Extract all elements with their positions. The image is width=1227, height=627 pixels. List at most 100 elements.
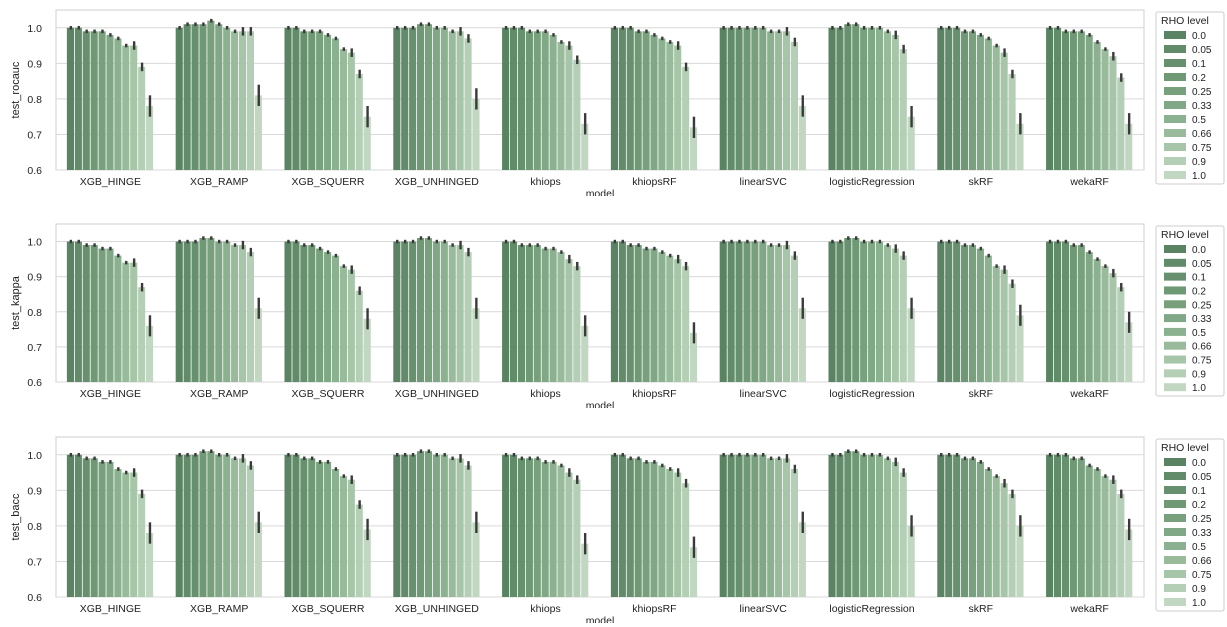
bar-skRF-rho-1.0: [1016, 123, 1024, 170]
bar-XGB_HINGE-rho-0.25: [98, 31, 106, 171]
legend-label-0.33: 0.33: [1192, 314, 1212, 325]
bar-linearSVC-rho-0.66: [775, 245, 783, 382]
bar-skRF-rho-0.5: [984, 255, 992, 382]
bar-logisticRegression-rho-1.0: [907, 116, 915, 170]
bar-linearSVC-rho-0.25: [751, 241, 759, 382]
x-tick-label: XGB_RAMP: [190, 388, 248, 400]
bar-logisticRegression-rho-0.2: [852, 238, 860, 382]
legend-label-1.0: 1.0: [1192, 383, 1206, 394]
bar-XGB_UNHINGED-rho-0.2: [417, 238, 425, 382]
bar-XGB_RAMP-rho-0.1: [191, 24, 199, 170]
bar-XGB_RAMP-rho-0.66: [231, 458, 239, 597]
bar-linearSVC-rho-0.75: [782, 458, 791, 597]
legend-label-0.9: 0.9: [1192, 584, 1206, 595]
bar-khiops-rho-0.25: [533, 245, 541, 382]
bar-logisticRegression-rho-0.9: [899, 255, 907, 382]
x-tick-label: logisticRegression: [829, 603, 914, 615]
y-tick-label: 0.8: [27, 307, 42, 319]
bar-linearSVC-rho-0.66: [775, 458, 783, 597]
bar-XGB_UNHINGED-rho-0.0: [393, 241, 401, 382]
legend-label-0.9: 0.9: [1192, 157, 1206, 168]
bar-XGB_RAMP-rho-0.66: [231, 245, 239, 382]
bar-XGB_RAMP-rho-0.25: [207, 451, 215, 597]
legend-label-0.2: 0.2: [1192, 500, 1206, 511]
legend-swatch-0.1: [1164, 272, 1186, 281]
bar-XGB_UNHINGED-rho-0.9: [464, 252, 472, 382]
bar-XGB_UNHINGED-rho-0.0: [393, 454, 401, 597]
legend-swatch-0.66: [1164, 556, 1186, 564]
bar-logisticRegression-rho-0.9: [899, 472, 907, 597]
legend-label-0.05: 0.05: [1192, 45, 1212, 56]
bar-khiopsRF-rho-0.1: [626, 458, 634, 597]
bar-khiops-rho-1.0: [581, 543, 589, 597]
bar-XGB_UNHINGED-rho-0.33: [432, 27, 440, 171]
bar-XGB_SQUERR-rho-0.05: [292, 241, 300, 382]
bar-linearSVC-rho-0.5: [767, 245, 775, 382]
legend-swatch-0.2: [1164, 286, 1186, 295]
legend-label-0.0: 0.0: [1192, 31, 1206, 42]
bar-logisticRegression-rho-1.0: [907, 525, 915, 597]
legend-label-0.33: 0.33: [1192, 528, 1212, 539]
bar-khiopsRF-rho-0.25: [642, 31, 650, 171]
bar-wekaRF-rho-0.33: [1085, 34, 1093, 171]
bar-XGB_SQUERR-rho-0.25: [316, 248, 324, 382]
bar-khiopsRF-rho-1.0: [690, 332, 698, 382]
bar-linearSVC-rho-0.2: [743, 454, 751, 597]
y-tick-label: 0.7: [27, 556, 42, 568]
bar-khiops-rho-0.2: [525, 245, 533, 382]
bar-XGB_SQUERR-rho-0.33: [324, 252, 332, 382]
legend-swatch-0.25: [1164, 87, 1186, 95]
bar-XGB_HINGE-rho-1.0: [146, 106, 154, 170]
bar-wekaRF-rho-0.25: [1077, 458, 1085, 597]
bar-logisticRegression-rho-0.1: [844, 238, 852, 382]
bar-XGB_UNHINGED-rho-1.0: [472, 98, 480, 170]
bar-XGB_SQUERR-rho-0.5: [331, 469, 340, 597]
bar-khiops-rho-0.5: [549, 34, 557, 171]
legend-label-0.5: 0.5: [1192, 542, 1206, 553]
bar-linearSVC-rho-0.0: [719, 27, 727, 171]
bar-logisticRegression-rho-0.75: [891, 248, 899, 382]
bar-linearSVC-rho-0.33: [759, 27, 767, 171]
bar-XGB_RAMP-rho-0.05: [183, 454, 191, 597]
bar-khiopsRF-rho-0.66: [666, 469, 674, 597]
bar-khiopsRF-rho-0.5: [658, 38, 666, 170]
bar-XGB_UNHINGED-rho-0.1: [409, 454, 417, 597]
bar-logisticRegression-rho-0.0: [828, 241, 836, 382]
bar-XGB_SQUERR-rho-0.2: [308, 31, 316, 171]
bar-wekaRF-rho-0.0: [1046, 241, 1054, 382]
y-axis-label: test_kappa: [10, 275, 22, 330]
legend-label-0.25: 0.25: [1192, 514, 1212, 525]
bar-khiopsRF-rho-0.5: [658, 465, 666, 597]
bar-XGB_RAMP-rho-0.75: [238, 458, 247, 597]
bar-XGB_UNHINGED-rho-0.1: [409, 27, 417, 171]
bar-XGB_SQUERR-rho-0.1: [300, 245, 308, 382]
bar-XGB_SQUERR-rho-0.0: [284, 454, 292, 597]
legend-label-0.25: 0.25: [1192, 87, 1212, 98]
bar-khiopsRF-rho-1.0: [690, 127, 698, 170]
y-tick-label: 1.0: [27, 23, 42, 35]
bar-khiops-rho-0.9: [573, 479, 581, 597]
bar-skRF-rho-0.0: [937, 27, 945, 171]
x-tick-label: wekaRF: [1069, 388, 1109, 400]
legend-swatch-0.9: [1164, 369, 1186, 378]
bar-XGB_SQUERR-rho-0.75: [347, 52, 355, 170]
bar-khiopsRF-rho-0.9: [682, 266, 690, 382]
bar-wekaRF-rho-0.2: [1069, 31, 1077, 171]
bar-logisticRegression-rho-0.1: [844, 451, 852, 597]
bar-wekaRF-rho-0.66: [1101, 49, 1109, 170]
bar-khiopsRF-rho-0.9: [682, 483, 690, 597]
bar-XGB_HINGE-rho-0.66: [122, 472, 130, 597]
bar-wekaRF-rho-0.75: [1109, 56, 1117, 170]
bar-XGB_HINGE-rho-0.9: [138, 287, 146, 382]
bar-khiops-rho-0.25: [533, 458, 541, 597]
bar-wekaRF-rho-0.25: [1077, 31, 1085, 171]
bar-khiopsRF-rho-0.2: [634, 458, 642, 597]
bar-XGB_RAMP-rho-0.75: [238, 31, 247, 171]
bar-khiopsRF-rho-0.33: [650, 248, 658, 382]
bar-logisticRegression-rho-0.1: [844, 24, 852, 170]
bar-XGB_HINGE-rho-0.25: [98, 248, 106, 382]
legend-swatch-0.33: [1164, 101, 1186, 109]
bar-XGB_RAMP-rho-0.1: [191, 241, 199, 382]
bar-wekaRF-rho-0.2: [1069, 245, 1077, 382]
bar-logisticRegression-rho-0.05: [836, 454, 844, 597]
